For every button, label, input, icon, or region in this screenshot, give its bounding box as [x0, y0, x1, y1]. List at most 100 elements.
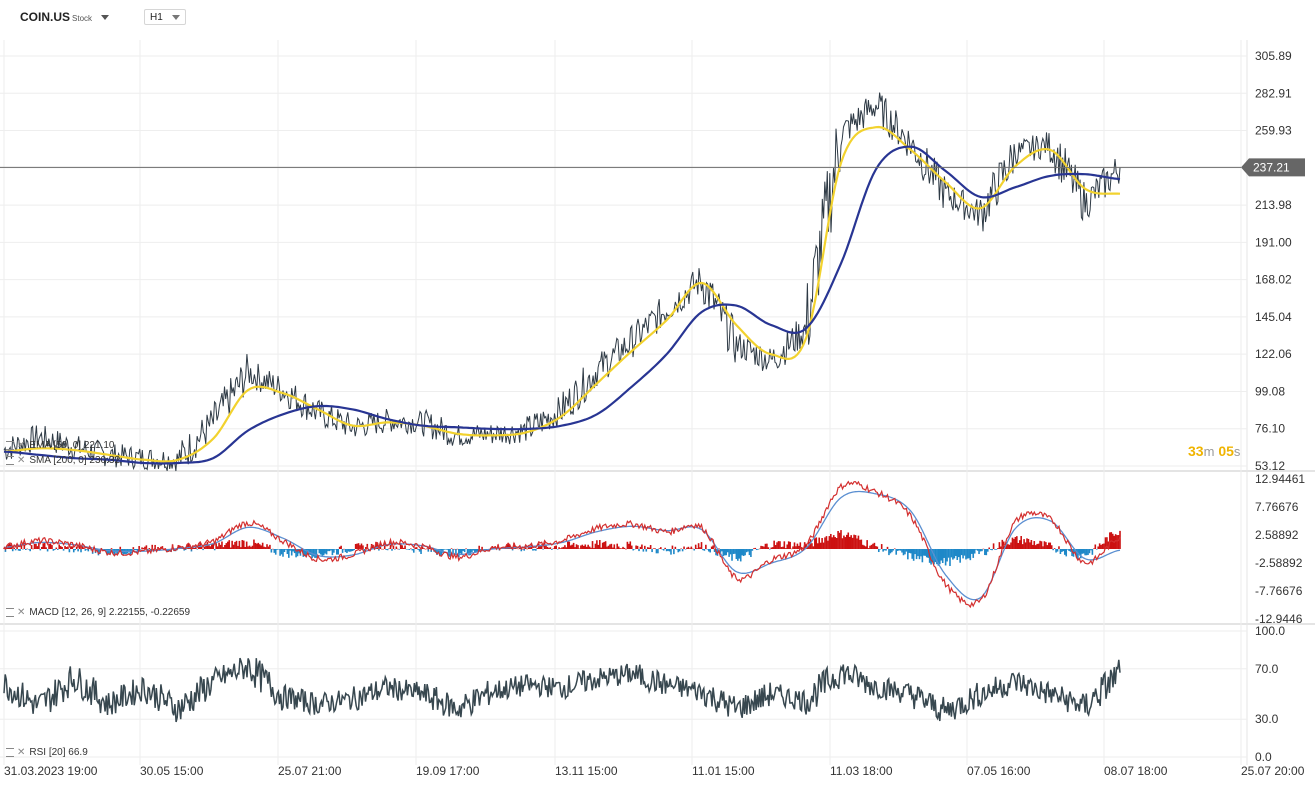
macd-histogram-bar: [440, 549, 443, 557]
close-icon[interactable]: ✕: [17, 455, 26, 466]
close-icon[interactable]: ✕: [17, 747, 26, 758]
macd-histogram-bar: [38, 542, 40, 549]
macd-histogram-bar: [42, 543, 45, 550]
symbol-selector[interactable]: COIN.US Stock: [20, 10, 110, 24]
macd-histogram-bar: [511, 549, 514, 551]
settings-icon[interactable]: [6, 607, 14, 617]
macd-histogram-bar: [328, 549, 331, 552]
macd-histogram-bar: [402, 547, 405, 549]
settings-icon[interactable]: [6, 455, 14, 465]
macd-histogram-bar: [798, 545, 800, 549]
macd-histogram-bar: [837, 530, 839, 550]
macd-histogram-bar: [474, 549, 476, 553]
macd-histogram-bar: [242, 540, 245, 549]
chevron-down-icon: [172, 15, 180, 20]
macd-histogram-bar: [322, 549, 325, 556]
close-icon[interactable]: ✕: [17, 607, 26, 618]
settings-icon[interactable]: [6, 440, 14, 450]
macd-histogram-bar: [601, 542, 604, 549]
price-panel: [0, 92, 1241, 472]
macd-histogram-bar: [841, 538, 844, 549]
macd-histogram-bar: [610, 543, 613, 549]
macd-histogram-bar: [466, 549, 469, 554]
macd-histogram-bar: [283, 549, 286, 552]
macd-histogram-bar: [703, 549, 706, 551]
macd-histogram-bar: [70, 546, 72, 549]
macd-histogram-bar: [742, 549, 745, 557]
macd-histogram-bar: [626, 541, 629, 550]
macd-histogram-bar: [1053, 548, 1056, 550]
macd-histogram-bar: [1011, 537, 1014, 550]
macd-histogram-bar: [341, 549, 344, 553]
macd-histogram-bar: [658, 548, 661, 549]
macd-histogram-bar: [455, 549, 457, 554]
macd-histogram-bar: [726, 549, 729, 553]
macd-histogram-bar: [288, 549, 290, 558]
macd-histogram-bar: [895, 549, 898, 555]
macd-histogram-bar: [927, 549, 929, 558]
macd-histogram-bar: [1014, 536, 1017, 549]
macd-histogram-bar: [1106, 537, 1108, 549]
macd-histogram-bar: [863, 545, 866, 550]
close-icon[interactable]: ✕: [17, 440, 26, 451]
macd-histogram-bar: [832, 535, 835, 550]
macd-histogram-bar: [1055, 549, 1057, 553]
macd-histogram-bar: [55, 547, 58, 549]
settings-icon[interactable]: [6, 747, 14, 757]
macd-histogram-bar: [145, 545, 148, 549]
legend-rsi[interactable]: ✕ RSI [20] 66.9: [6, 747, 88, 758]
macd-histogram-bar: [385, 549, 387, 550]
macd-histogram-bar: [619, 548, 621, 549]
macd-histogram-bar: [766, 543, 768, 549]
legend-macd[interactable]: ✕ MACD [12, 26, 9] 2.22155, -0.22659: [6, 607, 190, 618]
macd-histogram-bar: [691, 548, 694, 550]
macd-histogram-bar: [32, 548, 34, 550]
price-series-line: [3, 92, 1121, 472]
macd-histogram-bar: [56, 549, 59, 550]
macd-histogram-bar: [710, 546, 713, 549]
macd-histogram-bar: [389, 542, 392, 549]
macd-histogram-bar: [362, 545, 364, 549]
macd-histogram-bar: [950, 549, 953, 558]
macd-histogram-bar: [551, 549, 553, 550]
x-tick-label: 30.05 15:00: [140, 764, 204, 778]
macd-histogram-bar: [860, 539, 863, 550]
macd-histogram-bar: [603, 541, 605, 550]
macd-histogram-bar: [346, 549, 348, 554]
macd-histogram-bar: [998, 542, 1001, 549]
macd-histogram-bar: [237, 545, 239, 549]
macd-histogram-bar: [184, 549, 187, 551]
macd-histogram-bar: [821, 538, 823, 550]
macd-histogram-bar: [861, 544, 864, 550]
macd-histogram-bar: [936, 549, 938, 565]
macd-histogram-bar: [399, 543, 402, 549]
macd-histogram-bar: [16, 546, 18, 549]
timeframe-dropdown[interactable]: H1: [144, 9, 186, 25]
macd-histogram-bar: [376, 542, 379, 549]
macd-histogram-bar: [536, 547, 539, 550]
macd-histogram-bar: [344, 549, 347, 553]
macd-histogram-bar: [1042, 546, 1044, 549]
macd-histogram-bar: [963, 549, 966, 556]
macd-histogram-bar: [260, 545, 263, 550]
macd-histogram-bar: [423, 548, 425, 549]
macd-histogram-bar: [651, 549, 653, 553]
legend-rsi-label: RSI [20] 66.9: [29, 747, 88, 758]
macd-histogram-bar: [674, 546, 677, 550]
macd-histogram-bar: [997, 548, 999, 550]
macd-histogram-bar: [469, 549, 472, 556]
macd-histogram-bar: [678, 549, 681, 552]
macd-histogram-bar: [665, 549, 668, 552]
macd-histogram-bar: [426, 548, 428, 550]
y-tick-label: 213.98: [1255, 198, 1292, 212]
macd-histogram-bar: [65, 547, 68, 549]
macd-histogram-bar: [1018, 540, 1021, 549]
macd-histogram-bar: [827, 540, 829, 550]
legend-sma200[interactable]: ✕ SMA [200, 0] 230.32: [6, 455, 120, 466]
macd-histogram-bar: [773, 540, 775, 549]
legend-ma50[interactable]: ✕ EMA [50, 0] 221.10: [6, 440, 114, 451]
macd-histogram-bar: [986, 549, 989, 552]
macd-histogram-bar: [718, 548, 720, 550]
macd-y-tick-label: -12.9446: [1255, 612, 1303, 626]
